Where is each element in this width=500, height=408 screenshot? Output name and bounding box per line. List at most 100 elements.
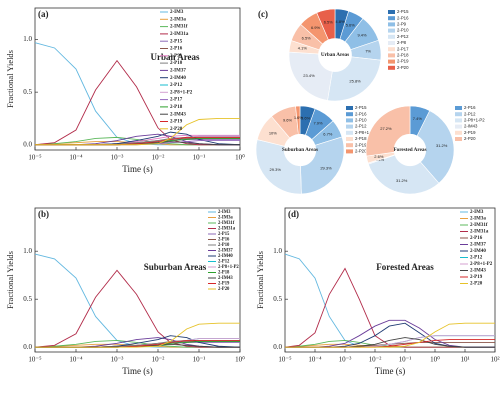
legend-label: 2-P20 (355, 149, 367, 154)
slice-label: 6.7% (323, 131, 333, 136)
legend-swatch (346, 124, 353, 129)
legend-label: 2-P19 (170, 120, 183, 125)
slice-label: 1.6% (294, 115, 304, 120)
slice-label: 6.9% (311, 25, 321, 30)
legend-label: 2-P20 (218, 287, 230, 292)
slice-label: 7% (365, 49, 371, 54)
x-tick-label: 10¹ (460, 356, 469, 364)
slice-label: 7.9% (313, 121, 323, 126)
panel-label: (a) (38, 9, 49, 19)
legend-label: 2-P19 (464, 130, 476, 135)
legend-label: 2-IM31f (218, 221, 235, 226)
pie-slice (295, 105, 301, 135)
slice-label: 10% (269, 130, 277, 135)
legend-label: 2-IM3 (218, 210, 231, 215)
y-tick-label: 0.5 (23, 88, 32, 96)
plot-frame (284, 207, 496, 353)
pie-slice (316, 8, 336, 41)
legend-label: 2-P9 (397, 22, 407, 27)
legend-label: 2-P19 (397, 59, 409, 64)
slice-label: 5.6% (346, 23, 356, 28)
legend-label: 2-P9 (170, 54, 180, 59)
legend-label: 2-P12 (355, 124, 367, 129)
legend-swatch (346, 112, 353, 117)
legend-swatch (346, 118, 353, 123)
legend-label: 2-P20 (464, 136, 476, 141)
x-axis-label: Time (s) (122, 366, 152, 376)
legend-swatch (388, 34, 395, 39)
legend-label: 2-IM31f (170, 25, 188, 30)
series-line (284, 267, 495, 348)
legend-label: 2-IM31a (170, 32, 189, 37)
legend-label: 2-IM3 (470, 210, 484, 215)
series-line (285, 322, 495, 348)
legend-swatch (346, 106, 353, 110)
legend-label: 2-P12 (218, 260, 230, 265)
legend-label: 2-P20 (397, 65, 409, 70)
y-axis-label: Fractional Yields (255, 251, 265, 309)
legend-label: 2-IM40 (170, 76, 186, 81)
legend-label: 2-P20 (470, 282, 483, 287)
plot-frame (34, 7, 241, 151)
slice-label: 27.2% (380, 126, 392, 131)
legend-label: 2-P10 (355, 118, 367, 123)
legend-label: 2-P15 (397, 9, 409, 14)
legend-label: 2-P19 (470, 275, 483, 280)
legend-label: 2-P8+1-P2 (470, 262, 493, 267)
legend-label: 2-P12 (470, 256, 483, 261)
legend-swatch (388, 41, 395, 45)
legend-label: 2-IM3 (170, 10, 184, 15)
x-tick-label: 10⁻⁴ (308, 356, 322, 364)
legend-label: 2-P16 (355, 111, 367, 116)
legend-label: 2-P17 (397, 46, 409, 51)
series-line (285, 319, 495, 348)
legend-label: 2-IM43 (464, 124, 478, 129)
x-tick-label: 10⁻¹ (193, 356, 206, 364)
legend-label: 2-IM43 (170, 112, 186, 117)
legend-label: 2-IM37 (470, 243, 486, 248)
legend-label: 2-P16 (464, 105, 476, 110)
pie-slice (255, 139, 302, 195)
pie-slice (300, 136, 345, 195)
x-tick-label: 10⁻⁴ (69, 154, 83, 162)
y-axis-label: Fractional Yields (5, 50, 15, 108)
legend-swatch (455, 118, 462, 123)
legend-label: 2-P8+1-P2 (355, 130, 376, 135)
pie-slice (367, 154, 440, 195)
x-axis-label: Time (s) (122, 164, 152, 174)
legend-swatch (388, 53, 395, 58)
legend-label: 2-P8 (397, 40, 407, 45)
legend-label: 2-IM43 (470, 269, 486, 274)
legend-swatch (346, 137, 353, 141)
legend-label: 2-IM31a (470, 230, 489, 235)
legend-swatch (455, 137, 462, 141)
legend-label: 2-P18 (355, 136, 367, 141)
legend-swatch (346, 149, 353, 154)
legend-label: 2-P16 (170, 47, 183, 52)
legend-label: 2-P8+1-P2 (218, 265, 239, 270)
legend-label: 2-IM40 (218, 254, 233, 259)
pie-title: Suburban Areas (282, 147, 318, 153)
legend-label: 2-P12 (170, 83, 183, 88)
legend-label: 2-P12 (397, 34, 409, 39)
legend-label: 2-P19 (355, 142, 367, 147)
legend-swatch (455, 112, 462, 117)
legend-label: 2-IM3a (170, 17, 186, 22)
legend-label: 2-P19 (218, 282, 230, 287)
legend-label: 2-P16 (470, 236, 483, 241)
slice-label: 7.4% (413, 116, 423, 121)
x-tick-label: 10⁰ (235, 356, 245, 364)
panel-label: (b) (38, 209, 49, 219)
legend-swatch (455, 130, 462, 135)
legend-swatch (346, 130, 353, 135)
x-axis-label: Time (s) (375, 366, 405, 376)
legend-label: 2-IM43 (218, 276, 233, 281)
legend-swatch (388, 65, 395, 70)
legend-label: 2-P18 (170, 105, 183, 110)
legend-label: 2-P10 (170, 61, 183, 66)
plot-frame (34, 207, 241, 353)
pie-title: Forested Areas (393, 147, 426, 153)
legend-label: 2-P12 (464, 111, 476, 116)
chart-title: Urban Areas (150, 52, 200, 62)
